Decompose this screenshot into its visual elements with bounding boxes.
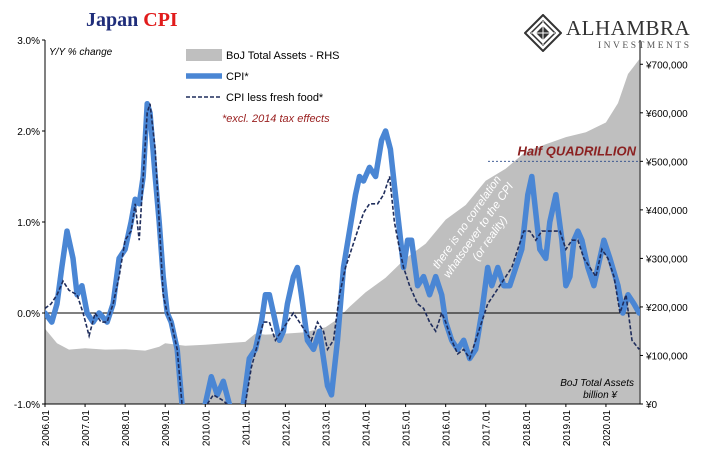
right-tick-label: ¥300,000 <box>645 254 688 265</box>
x-tick-label: 2009.01 <box>161 410 172 447</box>
right-tick-label: ¥700,000 <box>645 60 688 71</box>
x-tick-label: 2011.01 <box>241 410 252 446</box>
right-tick-label: ¥600,000 <box>645 109 688 120</box>
brand-name: ALHAMBRA <box>566 16 691 40</box>
chart-title-accent: CPI <box>143 9 178 31</box>
boj-assets-area <box>45 59 640 404</box>
legend-swatch-assets <box>186 49 222 61</box>
left-tick-label: 0.0% <box>17 309 40 320</box>
right-tick-label: ¥500,000 <box>645 157 688 168</box>
left-tick-label: 1.0% <box>17 218 40 229</box>
legend-label-assets: BoJ Total Assets - RHS <box>226 50 340 62</box>
chart-title-main: Japan <box>86 9 139 31</box>
right-tick-label: ¥0 <box>645 400 658 411</box>
right-tick-label: ¥200,000 <box>645 303 688 314</box>
left-axis-label: Y/Y % change <box>49 47 113 58</box>
x-tick-label: 2016.01 <box>442 410 453 447</box>
cpi-series-line <box>202 373 233 404</box>
brand-logo-block: ALHAMBRA INVESTMENTS <box>524 12 700 56</box>
legend-label-cpi: CPI* <box>226 71 249 83</box>
alhambra-logo-icon <box>524 14 562 52</box>
half-quadrillion-label: Half QUADRILLION <box>518 143 637 158</box>
x-tick-label: 2012.01 <box>281 410 292 447</box>
x-tick-label: 2008.01 <box>121 410 132 447</box>
left-tick-label: 3.0% <box>17 36 40 47</box>
x-tick-label: 2007.01 <box>81 410 92 447</box>
cpi-core-series-line <box>45 103 183 404</box>
x-tick-label: 2006.01 <box>41 410 52 447</box>
right-tick-label: ¥100,000 <box>645 351 688 362</box>
x-tick-label: 2014.01 <box>362 410 373 447</box>
x-tick-label: 2020.01 <box>602 410 613 447</box>
chart-title: Japan CPI <box>86 9 178 32</box>
x-tick-label: 2018.01 <box>522 410 533 447</box>
legend-label-core: CPI less fresh food* <box>226 92 324 104</box>
cpi-series-line <box>240 128 640 404</box>
left-tick-label: -1.0% <box>14 400 40 411</box>
x-tick-label: 2013.01 <box>321 410 332 447</box>
x-tick-label: 2017.01 <box>482 410 493 447</box>
brand-subtitle: INVESTMENTS <box>598 41 692 51</box>
x-tick-label: 2019.01 <box>562 410 573 447</box>
legend-note: *excl. 2014 tax effects <box>222 113 330 125</box>
left-tick-label: 2.0% <box>17 127 40 138</box>
cpi-core-series-line <box>206 393 228 404</box>
x-tick-label: 2015.01 <box>402 410 413 447</box>
right-axis-label-line1: BoJ Total Assets <box>560 378 634 389</box>
right-axis-label-line2: billion ¥ <box>583 390 618 401</box>
cpi-core-series-line <box>244 176 640 404</box>
right-tick-label: ¥400,000 <box>645 206 688 217</box>
x-tick-label: 2010.01 <box>201 410 212 447</box>
